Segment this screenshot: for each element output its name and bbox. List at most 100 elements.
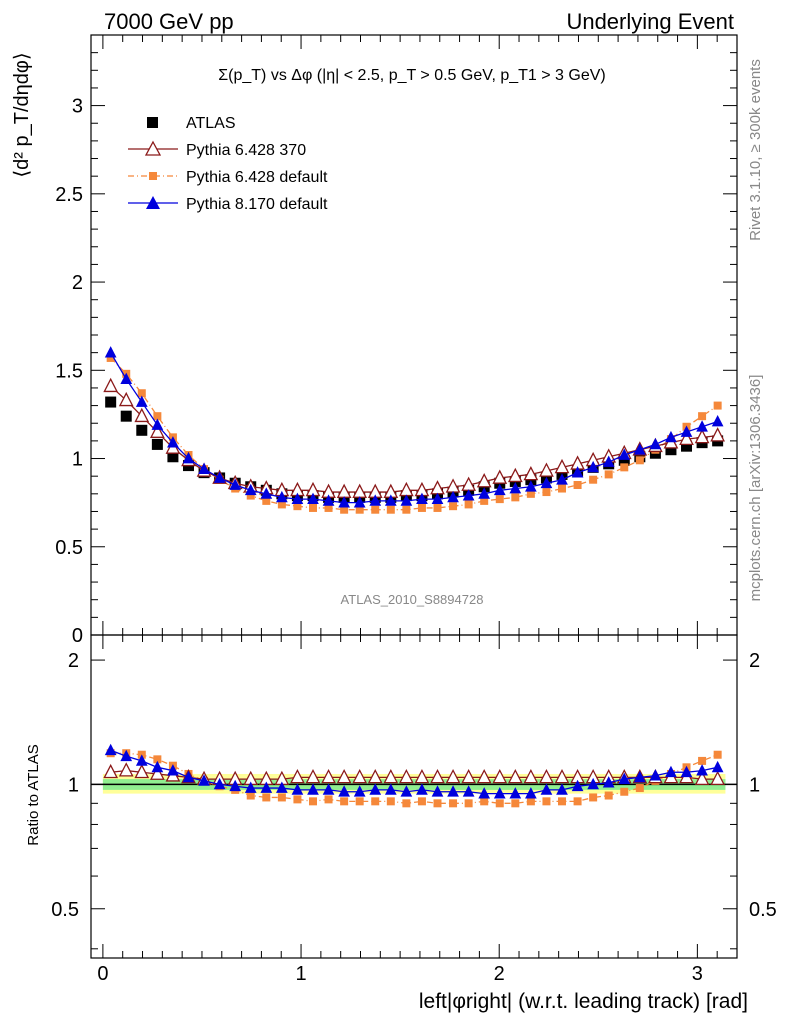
- py6-370-point: [523, 465, 539, 481]
- py8-default-point: [462, 489, 475, 501]
- ratio-y-tick-label-right: 2: [749, 650, 760, 672]
- ratio-py8-default-line: [110, 749, 718, 795]
- py8-default-point: [540, 476, 553, 489]
- legend-entry-py6-default: Pythia 6.428 default: [128, 169, 328, 186]
- py8-default-point: [633, 443, 646, 455]
- ratio-py6-default-point: [589, 793, 598, 802]
- ratio-py6-370-point: [476, 768, 492, 784]
- ratio-py6-370-point: [352, 768, 368, 784]
- py6-default-point: [698, 412, 707, 421]
- py6-370-point: [149, 423, 165, 438]
- py6-default-point: [417, 503, 426, 512]
- py8-default-point: [229, 478, 242, 490]
- ratio-py8-default-point: [556, 783, 568, 795]
- atlas-point: [105, 396, 117, 408]
- py6-default-point: [324, 503, 333, 512]
- py6-370-point: [710, 427, 726, 442]
- py6-370-point: [507, 467, 523, 483]
- py6-default-point: [137, 389, 146, 398]
- py6-default-point: [386, 505, 395, 514]
- py6-default-point: [495, 495, 504, 504]
- py6-default-point: [308, 503, 317, 512]
- ratio-py6-default-point: [386, 797, 395, 806]
- ratio-py8-default-point: [711, 760, 724, 773]
- py6-default-point: [355, 505, 364, 514]
- py6-370-line: [110, 385, 718, 493]
- x-tick-label: 3: [692, 963, 703, 985]
- py6-370-point: [539, 462, 554, 477]
- py8-default-point: [602, 455, 615, 467]
- py8-default-point: [244, 483, 257, 496]
- ratio-py6-default-point: [340, 797, 349, 806]
- ratio-py8-default-point: [587, 777, 599, 790]
- atlas-point: [167, 451, 179, 463]
- py6-370-point: [336, 483, 352, 498]
- ratio-py8-default-point: [416, 783, 428, 795]
- ratio-py6-370-point: [414, 768, 430, 784]
- py8-default-point: [213, 471, 226, 483]
- ratio-py6-default-point: [526, 797, 535, 806]
- ratio-py8-default-point: [540, 783, 553, 795]
- ratio-py6-default-point: [511, 799, 520, 808]
- ratio-py6-370-point: [523, 768, 539, 784]
- py8-default-point: [384, 494, 397, 506]
- ratio-py6-370-point: [399, 768, 414, 784]
- legend-marker-atlas: [147, 117, 158, 128]
- ratio-py8-default-point: [571, 779, 584, 792]
- py8-default-point: [400, 494, 413, 506]
- ratio-py6-370-point: [710, 770, 726, 786]
- py6-default-point: [106, 353, 115, 362]
- py8-default-point: [104, 346, 117, 358]
- py6-370-point: [118, 391, 134, 407]
- py8-default-point: [338, 496, 350, 508]
- ratio-py8-default-point: [400, 785, 413, 797]
- ratio-y-tick-label: 0.5: [51, 899, 79, 921]
- py8-default-point: [493, 483, 506, 496]
- atlas-point: [618, 454, 630, 466]
- ratio-py6-370-point: [430, 768, 445, 784]
- py6-default-point: [511, 493, 520, 502]
- ratio-py8-default-point: [353, 785, 366, 797]
- mcplots-label: mcplots.cern.ch [arXiv:1306.3436]: [747, 375, 764, 602]
- py8-default-point: [276, 490, 288, 503]
- py8-default-point: [665, 430, 677, 443]
- ratio-py6-370-point: [321, 768, 336, 784]
- py6-default-line: [110, 357, 719, 511]
- ratio-py6-370-point: [383, 768, 399, 784]
- ratio-py6-370-point: [103, 763, 119, 779]
- ratio-py6-default-point: [153, 755, 162, 764]
- ratio-py8-default-point: [120, 749, 133, 762]
- ratio-py8-default-point: [680, 765, 693, 778]
- py6-default-point: [246, 491, 255, 500]
- ratio-py6-default-point: [604, 791, 613, 800]
- py6-default-point: [620, 463, 629, 472]
- legend-label-py6-default: Pythia 6.428 default: [186, 169, 328, 186]
- ratio-py8-default-point: [291, 783, 304, 795]
- py8-default-point: [198, 462, 210, 474]
- atlas-point: [681, 440, 693, 452]
- ratio-panel: 0 1 2 3 0.5 0.5 1 1 2 2: [51, 634, 777, 985]
- ratio-py6-default-point: [573, 797, 582, 806]
- py6-370-point: [134, 407, 150, 423]
- ratio-y-tick-label: 2: [68, 650, 79, 672]
- py6-default-point: [542, 488, 551, 497]
- legend-label-atlas: ATLAS: [186, 115, 236, 132]
- ratio-py8-default-point: [525, 787, 537, 799]
- py8-default-point: [182, 452, 195, 464]
- ratio-py8-default-point: [104, 743, 117, 756]
- ratio-py8-default-point: [322, 783, 335, 795]
- ratio-y-axis-label: Ratio to ATLAS: [25, 744, 42, 845]
- ratio-py6-default-point: [620, 787, 629, 796]
- header-right: Underlying Event: [566, 9, 734, 34]
- x-tick-label: 1: [295, 963, 306, 985]
- py8-default-point: [711, 414, 724, 427]
- ratio-py6-default-point: [635, 784, 644, 793]
- ratio-py8-default-point: [244, 781, 257, 793]
- ratio-py8-default-point: [462, 785, 475, 797]
- legend-entry-atlas: ATLAS: [147, 115, 236, 132]
- ratio-py6-default-point: [558, 797, 567, 806]
- atlas-point: [120, 410, 132, 422]
- py8-default-point: [618, 448, 631, 460]
- py8-default-point: [649, 437, 662, 450]
